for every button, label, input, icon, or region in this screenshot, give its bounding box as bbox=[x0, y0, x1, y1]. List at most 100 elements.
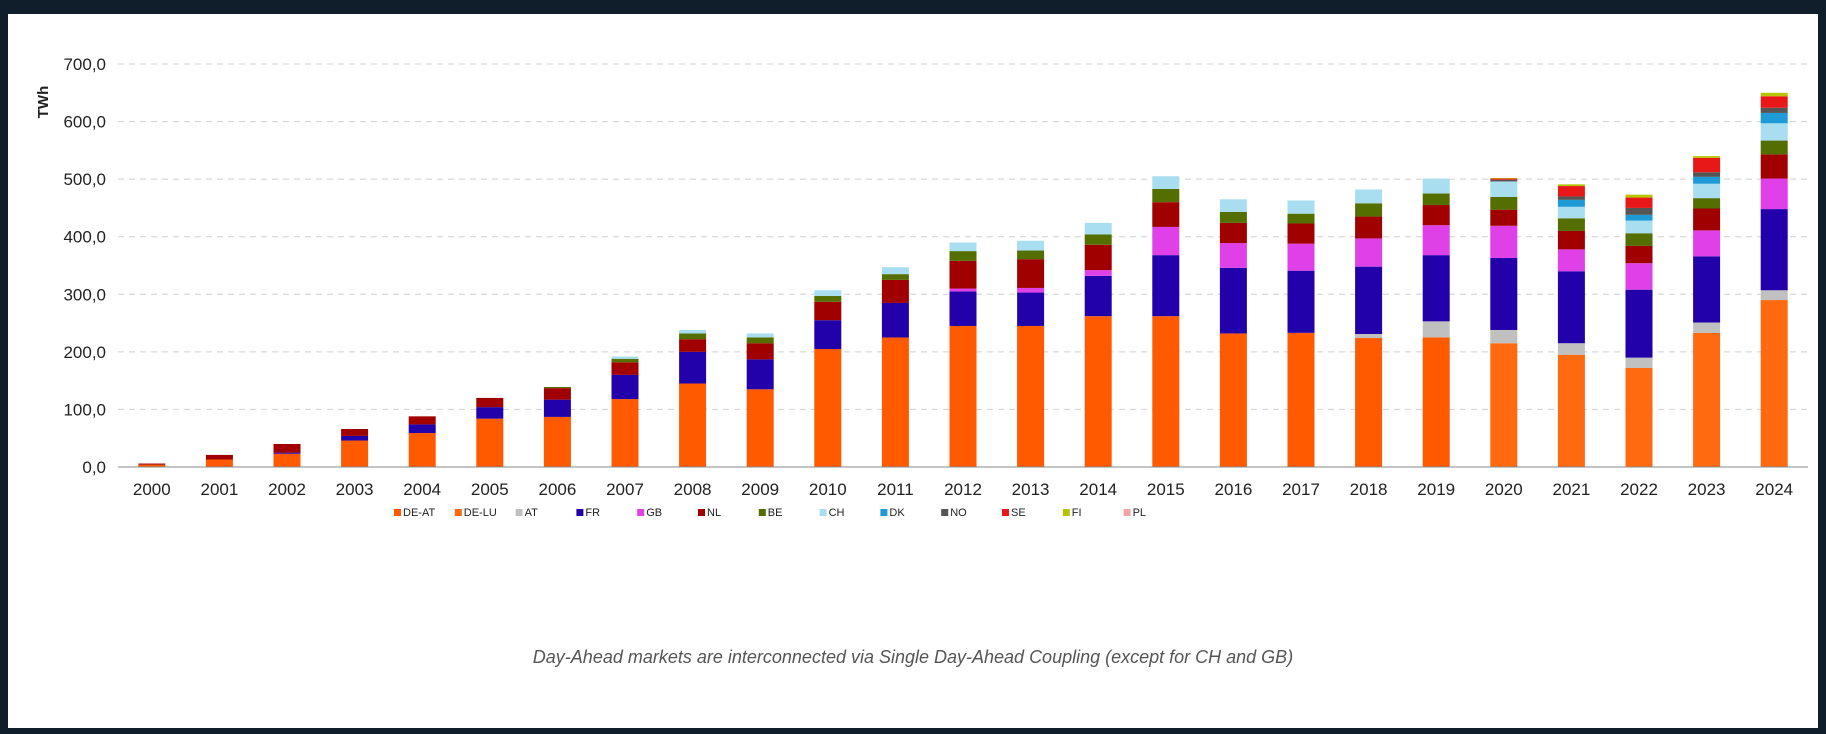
bar-DE-AT-2001 bbox=[205, 459, 233, 467]
legend-item-DE-LU: DE-LU bbox=[454, 507, 497, 519]
bar-NL-2010 bbox=[814, 301, 842, 321]
bar-BE-2008 bbox=[679, 333, 707, 340]
bar-FR-2012 bbox=[949, 291, 977, 326]
bar-CH-2011 bbox=[881, 267, 909, 275]
bar-GB-2013 bbox=[1017, 287, 1045, 293]
bar-FR-2004 bbox=[408, 424, 436, 434]
x-tick-label: 2019 bbox=[1417, 480, 1455, 499]
x-tick-label: 2021 bbox=[1552, 480, 1590, 499]
bar-CH-2008 bbox=[679, 329, 707, 334]
y-tick-label: 700,0 bbox=[63, 55, 106, 74]
bar-DE-AT-2006 bbox=[543, 416, 571, 467]
bar-FR-2017 bbox=[1287, 270, 1315, 333]
bar-BE-2016 bbox=[1219, 211, 1247, 223]
bar-FR-2016 bbox=[1219, 267, 1247, 334]
legend-label: NL bbox=[707, 507, 721, 519]
bar-DE-AT-2013 bbox=[1017, 325, 1045, 467]
bar-NO-2020 bbox=[1490, 179, 1518, 182]
x-tick-label: 2014 bbox=[1079, 480, 1117, 499]
bar-FI-2020 bbox=[1490, 177, 1518, 179]
x-tick-label: 2016 bbox=[1214, 480, 1252, 499]
bar-FR-2010 bbox=[814, 320, 842, 349]
bar-CH-2023 bbox=[1693, 183, 1721, 199]
bar-FR-2015 bbox=[1152, 255, 1180, 317]
bars bbox=[138, 92, 1788, 467]
y-tick-label: 100,0 bbox=[63, 400, 106, 419]
x-tick-label: 2004 bbox=[403, 480, 441, 499]
bar-NL-2017 bbox=[1287, 223, 1315, 244]
legend-item-FI: FI bbox=[1062, 507, 1082, 519]
y-axis-label: TWh bbox=[35, 86, 52, 118]
bar-FI-2023 bbox=[1693, 156, 1721, 158]
bar-DE-AT-2009 bbox=[746, 389, 774, 467]
bar-NL-2022 bbox=[1625, 245, 1653, 264]
bar-CH-2021 bbox=[1557, 206, 1585, 219]
bar-DE-AT-2014 bbox=[1084, 316, 1112, 467]
bar-NL-2015 bbox=[1152, 202, 1180, 227]
legend-swatch bbox=[637, 509, 645, 516]
legend-label: AT bbox=[525, 507, 539, 519]
bar-NL-2012 bbox=[949, 260, 977, 289]
bar-DK-2022 bbox=[1625, 214, 1653, 221]
bar-NO-2021 bbox=[1557, 196, 1585, 200]
bar-SE-2024 bbox=[1760, 96, 1788, 108]
bar-stack-2014 bbox=[1084, 222, 1112, 467]
bar-CH-2010 bbox=[814, 290, 842, 297]
bar-FI-2021 bbox=[1557, 184, 1585, 187]
legend-item-BE: BE bbox=[758, 507, 782, 519]
bar-AT-2018 bbox=[1355, 334, 1383, 339]
bar-stack-2000 bbox=[138, 463, 166, 467]
bar-DE-LU-2020 bbox=[1490, 343, 1518, 467]
legend-label: PL bbox=[1133, 507, 1146, 519]
bar-BE-2018 bbox=[1355, 203, 1383, 217]
x-tick-label: 2015 bbox=[1147, 480, 1185, 499]
bar-BE-2013 bbox=[1017, 250, 1045, 260]
bar-NL-2004 bbox=[408, 416, 436, 425]
x-axis-ticks: 2000 2001 2002 2003 2004 2005 2006 2007 2008 2009… bbox=[133, 480, 1793, 499]
bar-CH-2017 bbox=[1287, 200, 1315, 214]
bar-DE-LU-2021 bbox=[1557, 354, 1585, 467]
bar-NL-2001 bbox=[205, 454, 233, 460]
bar-NL-2016 bbox=[1219, 222, 1247, 244]
x-tick-label: 2006 bbox=[538, 480, 576, 499]
bar-DE-AT-2015 bbox=[1152, 316, 1180, 467]
legend-item-PL: PL bbox=[1123, 507, 1146, 519]
bar-stack-2019 bbox=[1422, 178, 1450, 467]
x-tick-label: 2003 bbox=[336, 480, 374, 499]
legend-swatch bbox=[454, 509, 462, 516]
legend-swatch bbox=[1062, 509, 1070, 516]
bar-FR-2022 bbox=[1625, 289, 1653, 358]
bar-AT-2020 bbox=[1490, 329, 1518, 344]
x-tick-label: 2002 bbox=[268, 480, 306, 499]
bar-DE-AT-2019 bbox=[1422, 337, 1450, 467]
bar-GB-2016 bbox=[1219, 243, 1247, 268]
bar-CH-2019 bbox=[1422, 178, 1450, 194]
legend-label: SE bbox=[1011, 507, 1026, 519]
bar-NL-2014 bbox=[1084, 244, 1112, 271]
bar-stack-2024 bbox=[1760, 92, 1788, 467]
x-tick-label: 2009 bbox=[741, 480, 779, 499]
x-tick-label: 2011 bbox=[877, 480, 914, 499]
bar-FR-2023 bbox=[1693, 256, 1721, 323]
bar-BE-2012 bbox=[949, 251, 977, 261]
bar-DE-AT-2008 bbox=[679, 383, 707, 467]
bar-FR-2020 bbox=[1490, 258, 1518, 330]
bar-FR-2019 bbox=[1422, 255, 1450, 322]
bar-GB-2017 bbox=[1287, 243, 1315, 271]
bar-stack-2012 bbox=[949, 242, 977, 467]
bar-FR-2003 bbox=[341, 435, 369, 441]
legend-swatch bbox=[880, 509, 888, 516]
bar-FR-2002 bbox=[273, 452, 301, 454]
bar-GB-2023 bbox=[1693, 230, 1721, 257]
legend-item-AT: AT bbox=[515, 507, 539, 519]
legend-swatch bbox=[1123, 509, 1131, 516]
bar-CH-2018 bbox=[1355, 189, 1383, 204]
bar-stack-2023 bbox=[1693, 156, 1721, 467]
x-tick-label: 2022 bbox=[1620, 480, 1658, 499]
legend-label: CH bbox=[829, 507, 845, 519]
legend-item-NO: NO bbox=[941, 507, 967, 519]
bar-stack-2015 bbox=[1152, 176, 1180, 467]
bar-DE-AT-2000 bbox=[138, 464, 166, 467]
bar-FR-2024 bbox=[1760, 209, 1788, 291]
legend-item-NL: NL bbox=[698, 507, 721, 519]
